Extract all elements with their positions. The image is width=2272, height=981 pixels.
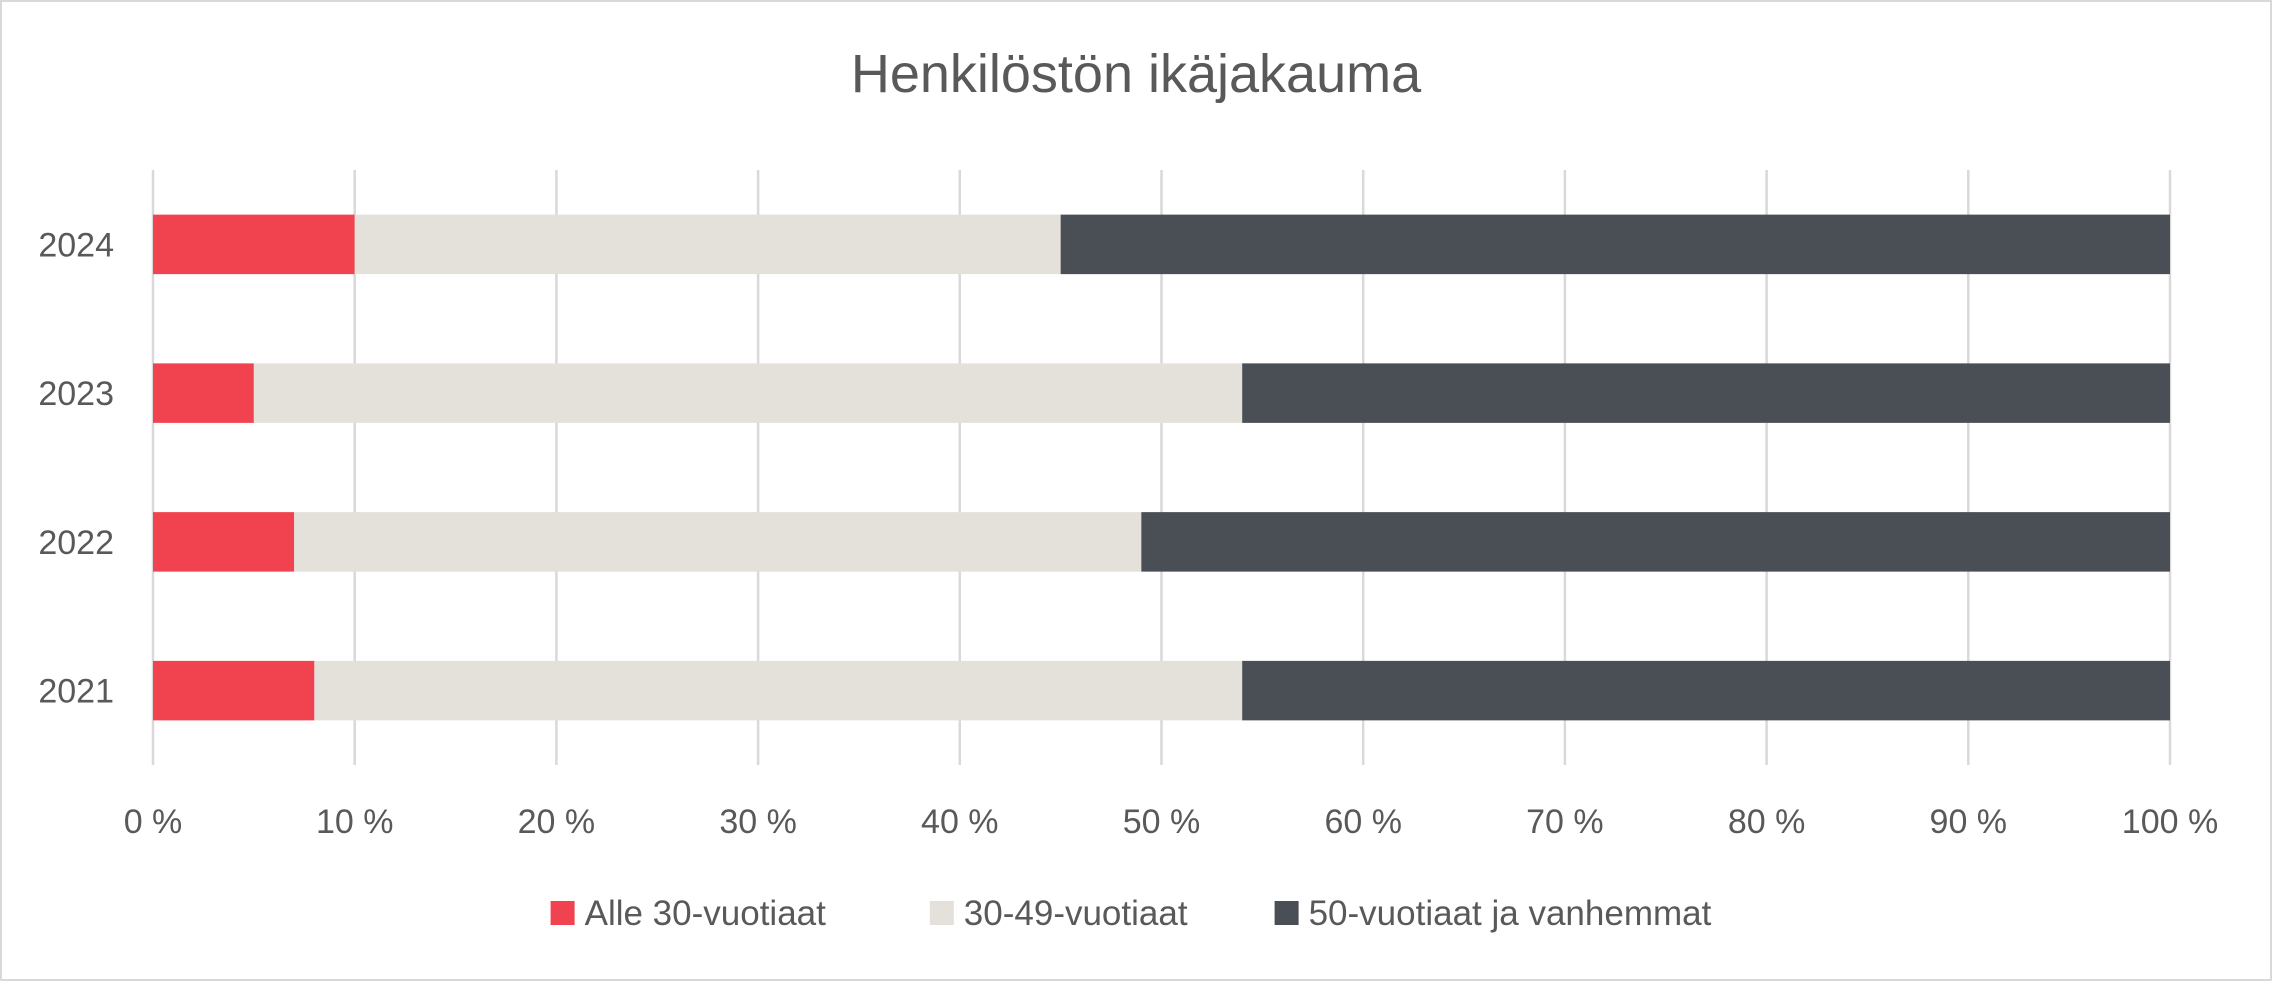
x-tick-label: 90 % <box>1930 803 2008 841</box>
legend-swatch <box>1274 901 1299 925</box>
bar-segment <box>1141 512 2170 572</box>
bar-segment <box>354 214 1061 275</box>
bar-segment <box>153 214 355 275</box>
y-category-label: 2022 <box>38 524 114 562</box>
bar-segment <box>153 660 315 721</box>
bar-segment <box>1060 214 2170 275</box>
x-tick-label: 50 % <box>1123 803 1201 841</box>
bar-segment <box>1242 363 2170 423</box>
x-axis-labels: 0 % 10 % 20 % 30 % 40 % 50 % 60 % 70 % 80 % 90 % 1… <box>124 803 2219 841</box>
y-category-label: 2023 <box>38 375 114 413</box>
legend-label: 30-49-vuotiaat <box>964 894 1188 933</box>
x-tick-label: 100 % <box>2122 803 2218 841</box>
x-tick-label: 0 % <box>124 803 183 841</box>
bars <box>153 214 2170 721</box>
x-tick-label: 60 % <box>1324 803 1402 841</box>
bar-segment <box>253 363 1243 423</box>
x-tick-label: 80 % <box>1728 803 1806 841</box>
y-category-label: 2021 <box>38 673 114 711</box>
x-tick-label: 20 % <box>518 803 596 841</box>
bar-segment <box>1242 660 2170 721</box>
y-category-label: 2024 <box>38 226 114 264</box>
x-tick-label: 40 % <box>921 803 999 841</box>
x-tick-label: 70 % <box>1526 803 1604 841</box>
legend: Alle 30-vuotiaat 30-49-vuotiaat 50-vuotiaa… <box>550 894 1712 933</box>
bar-segment <box>153 363 254 423</box>
x-tick-label: 10 % <box>316 803 394 841</box>
chart-title: Henkilöstön ikäjakauma <box>851 44 1422 104</box>
bar-segment <box>294 512 1142 572</box>
y-axis-labels: 2024 2023 2022 2021 <box>38 226 114 710</box>
legend-swatch <box>550 901 575 925</box>
legend-label: 50-vuotiaat ja vanhemmat <box>1309 894 1712 933</box>
legend-swatch <box>929 901 954 925</box>
legend-label: Alle 30-vuotiaat <box>585 894 827 933</box>
bar-segment <box>314 660 1243 721</box>
bar-segment <box>153 512 295 572</box>
x-tick-label: 30 % <box>719 803 797 841</box>
